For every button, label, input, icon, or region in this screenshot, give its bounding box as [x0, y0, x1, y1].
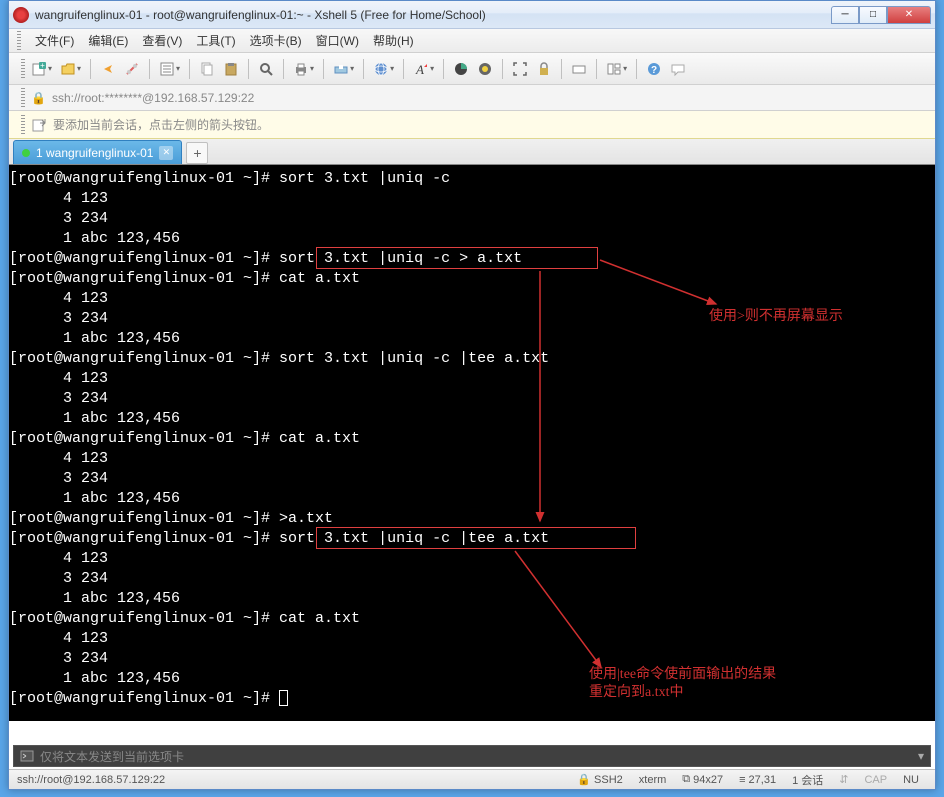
- window-controls: ─ □ ✕: [831, 6, 931, 24]
- menu-edit[interactable]: 编辑(E): [88, 32, 128, 49]
- menu-window[interactable]: 窗口(W): [316, 32, 359, 49]
- status-updown: ⇵: [839, 773, 848, 786]
- terminal-content: [root@wangruifenglinux-01 ~]# sort 3.txt…: [9, 169, 549, 709]
- toolbar-grip[interactable]: [21, 59, 25, 79]
- lock-button[interactable]: [534, 58, 554, 80]
- menu-help[interactable]: 帮助(H): [373, 32, 414, 49]
- status-ssh: 🔒 SSH2: [577, 773, 622, 786]
- open-button[interactable]: ▾: [58, 58, 83, 80]
- new-button[interactable]: +▾: [29, 58, 54, 80]
- svg-text:?: ?: [651, 65, 657, 76]
- reconnect-button[interactable]: [98, 58, 118, 80]
- app-icon: [13, 7, 29, 23]
- transfer-button[interactable]: ▾: [331, 58, 356, 80]
- print-button[interactable]: ▾: [291, 58, 316, 80]
- tab-label: 1 wangruifenglinux-01: [36, 146, 153, 160]
- input-placeholder: 仅将文本发送到当前选项卡: [40, 748, 184, 765]
- menu-file[interactable]: 文件(F): [35, 32, 74, 49]
- help-button[interactable]: ?: [644, 58, 664, 80]
- color-button[interactable]: [451, 58, 471, 80]
- input-dropdown-icon[interactable]: ▾: [918, 749, 924, 763]
- addressbar: 🔒 ssh://root:********@192.168.57.129:22: [9, 85, 935, 111]
- address-text[interactable]: ssh://root:********@192.168.57.129:22: [52, 91, 254, 105]
- terminal[interactable]: [root@wangruifenglinux-01 ~]# sort 3.txt…: [9, 165, 935, 721]
- tabbar: 1 wangruifenglinux-01 ✕ +: [9, 139, 935, 165]
- web-button[interactable]: ▾: [371, 58, 396, 80]
- maximize-button[interactable]: □: [859, 6, 887, 24]
- tab-close-button[interactable]: ✕: [159, 146, 173, 160]
- annotation-text-1: 使用>则不再屏幕显示: [709, 305, 843, 325]
- paste-button[interactable]: [221, 58, 241, 80]
- menu-view[interactable]: 查看(V): [142, 32, 182, 49]
- input-bar[interactable]: 仅将文本发送到当前选项卡 ▾: [13, 745, 931, 767]
- menu-tools[interactable]: 工具(T): [196, 32, 235, 49]
- status-cap: CAP: [864, 774, 887, 786]
- menu-tabs[interactable]: 选项卡(B): [250, 32, 302, 49]
- annotation-text-2b: 重定向到a.txt中: [589, 681, 684, 701]
- copy-button[interactable]: [197, 58, 217, 80]
- hintbar: 要添加当前会话，点击左侧的箭头按钮。: [9, 111, 935, 139]
- svg-text:+: +: [40, 61, 45, 70]
- titlebar[interactable]: wangruifenglinux-01 - root@wangruifengli…: [9, 1, 935, 29]
- layout-button[interactable]: ▾: [604, 58, 629, 80]
- feedback-button[interactable]: [668, 58, 688, 80]
- status-term: xterm: [639, 774, 667, 786]
- add-session-icon[interactable]: [31, 117, 47, 133]
- highlight-button[interactable]: [475, 58, 495, 80]
- status-address: ssh://root@192.168.57.129:22: [17, 774, 165, 786]
- status-size: ⧉ 94x27: [682, 773, 723, 786]
- disconnect-button[interactable]: [122, 58, 142, 80]
- hint-text: 要添加当前会话，点击左侧的箭头按钮。: [53, 116, 269, 133]
- status-sessions: 1 会话: [792, 772, 823, 788]
- statusbar: ssh://root@192.168.57.129:22 🔒 SSH2 xter…: [9, 769, 935, 789]
- font-button[interactable]: A▾: [411, 58, 436, 80]
- keyboard-button[interactable]: [569, 58, 589, 80]
- toolbar: +▾ ▾ ▾ ▾ ▾ ▾ A▾ ▾ ?: [9, 53, 935, 85]
- annotation-text-2a: 使用|tee命令使前面输出的结果: [589, 663, 776, 683]
- svg-text:A: A: [415, 62, 424, 77]
- addressbar-grip[interactable]: [21, 88, 25, 108]
- close-button[interactable]: ✕: [887, 6, 931, 24]
- connected-icon: [22, 149, 30, 157]
- lock-icon: 🔒: [31, 91, 46, 105]
- session-tab[interactable]: 1 wangruifenglinux-01 ✕: [13, 140, 182, 164]
- status-num: NU: [903, 774, 919, 786]
- app-window: wangruifenglinux-01 - root@wangruifengli…: [8, 0, 936, 790]
- window-title: wangruifenglinux-01 - root@wangruifengli…: [35, 8, 831, 22]
- hintbar-grip[interactable]: [21, 115, 25, 135]
- menubar-grip[interactable]: [17, 31, 21, 51]
- fullscreen-button[interactable]: [510, 58, 530, 80]
- status-pos: ≡ 27,31: [739, 774, 776, 786]
- properties-button[interactable]: ▾: [157, 58, 182, 80]
- find-button[interactable]: [256, 58, 276, 80]
- annotation-arrow-1: [598, 258, 728, 318]
- new-tab-button[interactable]: +: [186, 142, 208, 164]
- minimize-button[interactable]: ─: [831, 6, 859, 24]
- input-icon: [20, 749, 34, 763]
- menubar: 文件(F) 编辑(E) 查看(V) 工具(T) 选项卡(B) 窗口(W) 帮助(…: [9, 29, 935, 53]
